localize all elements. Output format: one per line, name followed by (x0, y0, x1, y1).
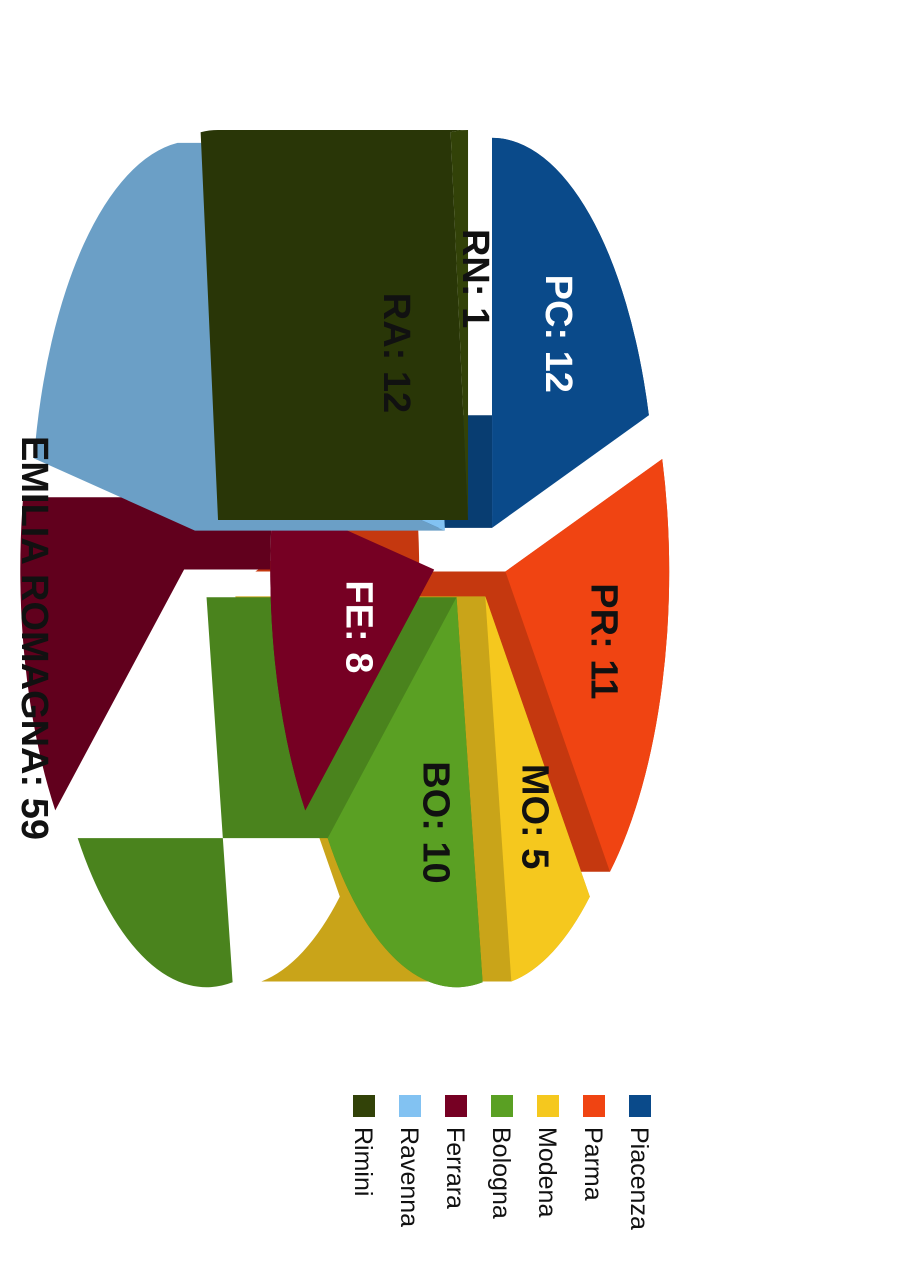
legend-label-ra: Ravenna (395, 1127, 423, 1227)
slice-label-pc: PC: 12 (537, 275, 579, 393)
legend-swatch-ra (399, 1095, 421, 1117)
pie-slices-layer (20, 130, 669, 987)
legend-label-fe: Ferrara (441, 1127, 469, 1209)
chart-title: EMILIA ROMAGNA: 59 (13, 436, 55, 840)
slice-label-fe: FE: 8 (338, 580, 380, 673)
slice-label-ra: RA: 12 (375, 293, 417, 413)
legend-swatch-mo (537, 1095, 559, 1117)
legend-label-pr: Parma (579, 1127, 607, 1201)
legend-label-mo: Modena (533, 1127, 561, 1217)
legend-swatch-pr (583, 1095, 605, 1117)
pie-slice-rn (201, 130, 468, 520)
legend: Piacenza Parma Modena Bologna Ferrara Ravenna… (349, 1095, 653, 1230)
legend-label-pc: Piacenza (625, 1127, 653, 1230)
legend-swatch-pc (629, 1095, 651, 1117)
slice-side-rn (201, 130, 468, 520)
slice-label-bo: BO: 10 (415, 761, 457, 883)
legend-swatch-rn (353, 1095, 375, 1117)
legend-label-bo: Bologna (487, 1127, 515, 1219)
legend-label-rn: Rimini (349, 1127, 377, 1196)
slice-label-rn: RN: 1 (454, 229, 496, 328)
slice-label-mo: MO: 5 (513, 764, 555, 870)
legend-swatch-fe (445, 1095, 467, 1117)
slice-label-pr: PR: 11 (583, 583, 625, 699)
legend-swatch-bo (491, 1095, 513, 1117)
